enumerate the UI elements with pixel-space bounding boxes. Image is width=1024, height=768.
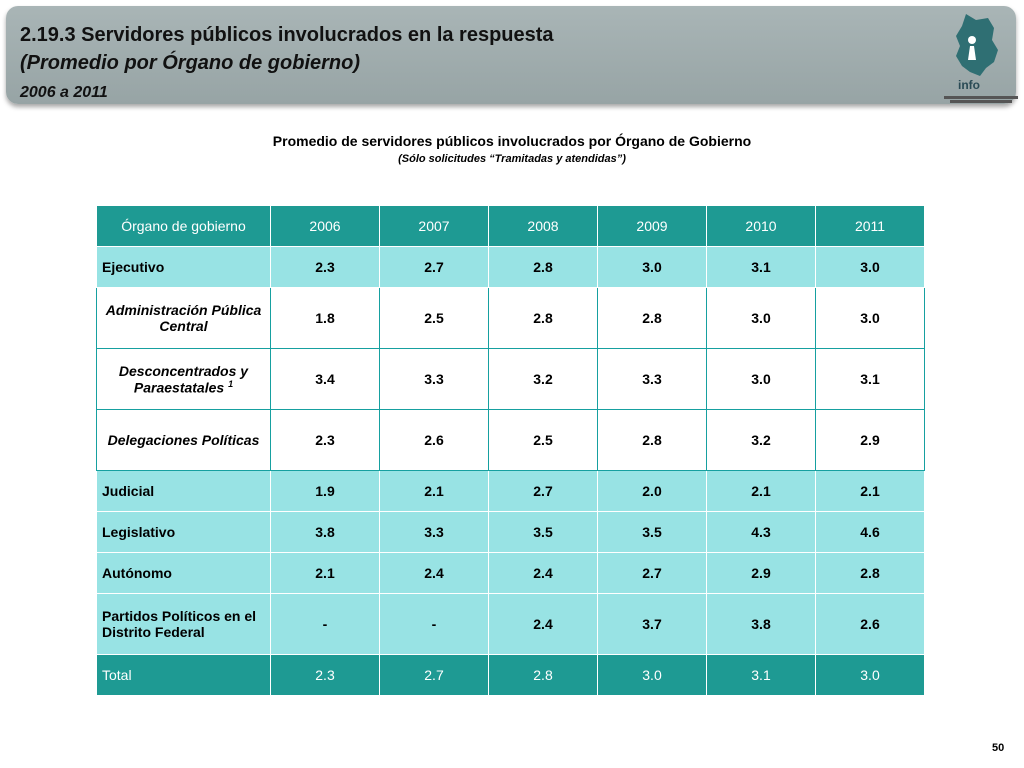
table-cell: 2.7 (379, 246, 489, 288)
table-cell: 2.4 (488, 552, 598, 594)
row-label: Desconcentrados y Paraestatales (118, 362, 249, 396)
table-cell: 2.7 (597, 552, 707, 594)
table-cell: 2.4 (488, 593, 598, 655)
row-label: Judicial (96, 470, 271, 512)
table-cell: 3.0 (597, 654, 707, 696)
table-cell: 3.1 (815, 348, 925, 410)
table-cell: 2.1 (379, 470, 489, 512)
table-cell: 2.3 (270, 246, 380, 288)
table-cell: 3.3 (379, 511, 489, 553)
column-header: 2011 (815, 205, 925, 247)
table-cell: 3.8 (270, 511, 380, 553)
table-cell: 2.5 (488, 409, 598, 471)
table-caption: Promedio de servidores públicos involucr… (272, 133, 752, 149)
table-cell: 2.6 (379, 409, 489, 471)
page-subtitle: (Promedio por Órgano de gobierno) (20, 52, 360, 74)
row-label: Autónomo (96, 552, 271, 594)
row-label: Administración Pública Central (96, 287, 271, 349)
table-cell: - (379, 593, 489, 655)
table-note: (Sólo solicitudes “Tramitadas y atendida… (398, 153, 626, 165)
table-cell: 3.0 (815, 246, 925, 288)
row-label: Ejecutivo (96, 246, 271, 288)
table-cell: 2.9 (706, 552, 816, 594)
table-row: Partidos Políticos en el Distrito Federa… (96, 593, 925, 655)
table-cell: 3.2 (706, 409, 816, 471)
table-cell: 2.1 (270, 552, 380, 594)
row-label: Total (96, 654, 271, 696)
column-header: 2008 (488, 205, 598, 247)
table-header-row: Órgano de gobierno 2006 2007 2008 2009 2… (96, 205, 925, 247)
table-row: Legislativo 3.8 3.3 3.5 3.5 4.3 4.6 (96, 511, 925, 553)
table-cell: 3.3 (379, 348, 489, 410)
table-cell: 2.8 (488, 246, 598, 288)
page-period: 2006 a 2011 (20, 84, 108, 101)
table-cell: 2.8 (597, 409, 707, 471)
table-cell: 2.1 (706, 470, 816, 512)
column-header: 2006 (270, 205, 380, 247)
table-cell: 2.3 (270, 409, 380, 471)
table-cell: 3.1 (706, 246, 816, 288)
table-cell: 2.5 (379, 287, 489, 349)
table-cell: 2.9 (815, 409, 925, 471)
table-cell: 2.3 (270, 654, 380, 696)
table-row: Autónomo 2.1 2.4 2.4 2.7 2.9 2.8 (96, 552, 925, 594)
table-row: Desconcentrados y Paraestatales 1 3.4 3.… (96, 348, 925, 410)
table-cell: 3.5 (597, 511, 707, 553)
table-cell: 3.7 (597, 593, 707, 655)
row-label-cell: Desconcentrados y Paraestatales 1 (96, 348, 271, 410)
table-cell: 2.8 (597, 287, 707, 349)
table-row: Ejecutivo 2.3 2.7 2.8 3.0 3.1 3.0 (96, 246, 925, 288)
table-cell: 1.9 (270, 470, 380, 512)
table-cell: 2.0 (597, 470, 707, 512)
row-label: Delegaciones Políticas (96, 409, 271, 471)
table-row: Judicial 1.9 2.1 2.7 2.0 2.1 2.1 (96, 470, 925, 512)
table-cell: 3.0 (706, 287, 816, 349)
table-total-row: Total 2.3 2.7 2.8 3.0 3.1 3.0 (96, 654, 925, 696)
column-header: Órgano de gobierno (96, 205, 271, 247)
page-number: 50 (992, 742, 1005, 754)
table-cell: 2.8 (488, 654, 598, 696)
table-cell: 4.6 (815, 511, 925, 553)
table-cell: 3.0 (706, 348, 816, 410)
data-table: Órgano de gobierno 2006 2007 2008 2009 2… (96, 205, 925, 696)
table-cell: 3.1 (706, 654, 816, 696)
table-cell: 3.0 (815, 287, 925, 349)
table-cell: 1.8 (270, 287, 380, 349)
column-header: 2009 (597, 205, 707, 247)
table-cell: 2.6 (815, 593, 925, 655)
logo-text: info (958, 78, 980, 92)
table-cell: 2.7 (379, 654, 489, 696)
row-label: Partidos Políticos en el Distrito Federa… (96, 593, 271, 655)
header-banner: 2.19.3 Servidores públicos involucrados … (6, 6, 1016, 104)
logo-caption (940, 95, 1022, 104)
table-cell: - (270, 593, 380, 655)
table-row: Administración Pública Central 1.8 2.5 2… (96, 287, 925, 349)
table-cell: 3.0 (815, 654, 925, 696)
table-cell: 4.3 (706, 511, 816, 553)
table-cell: 3.8 (706, 593, 816, 655)
table-cell: 2.8 (488, 287, 598, 349)
column-header: 2007 (379, 205, 489, 247)
footnote-marker: 1 (228, 378, 234, 389)
table-cell: 2.4 (379, 552, 489, 594)
column-header: 2010 (706, 205, 816, 247)
row-label: Legislativo (96, 511, 271, 553)
mexico-city-map-icon (956, 14, 998, 76)
table-cell: 3.5 (488, 511, 598, 553)
page-title: 2.19.3 Servidores públicos involucrados … (20, 24, 554, 46)
table-cell: 3.0 (597, 246, 707, 288)
table-cell: 2.8 (815, 552, 925, 594)
table-cell: 3.3 (597, 348, 707, 410)
table-row: Delegaciones Políticas 2.3 2.6 2.5 2.8 3… (96, 409, 925, 471)
table-cell: 2.7 (488, 470, 598, 512)
table-cell: 3.2 (488, 348, 598, 410)
table-cell: 2.1 (815, 470, 925, 512)
table-cell: 3.4 (270, 348, 380, 410)
